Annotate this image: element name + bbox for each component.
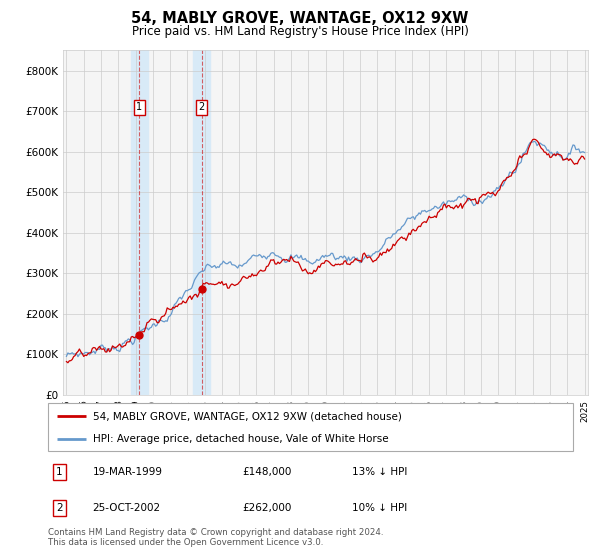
Text: Contains HM Land Registry data © Crown copyright and database right 2024.
This d: Contains HM Land Registry data © Crown c…	[48, 528, 383, 547]
Text: 25-OCT-2002: 25-OCT-2002	[92, 503, 161, 513]
Text: £262,000: £262,000	[242, 503, 292, 513]
Text: HPI: Average price, detached house, Vale of White Horse: HPI: Average price, detached house, Vale…	[92, 434, 388, 444]
Bar	[193, 50, 210, 395]
Bar	[131, 50, 148, 395]
Text: 54, MABLY GROVE, WANTAGE, OX12 9XW (detached house): 54, MABLY GROVE, WANTAGE, OX12 9XW (deta…	[92, 411, 401, 421]
Text: 10% ↓ HPI: 10% ↓ HPI	[353, 503, 408, 513]
Text: 54, MABLY GROVE, WANTAGE, OX12 9XW: 54, MABLY GROVE, WANTAGE, OX12 9XW	[131, 11, 469, 26]
Text: 1: 1	[136, 102, 142, 112]
Text: 2: 2	[199, 102, 205, 112]
Text: 2: 2	[56, 503, 63, 513]
Text: £148,000: £148,000	[242, 467, 292, 477]
Text: 13% ↓ HPI: 13% ↓ HPI	[353, 467, 408, 477]
Text: Price paid vs. HM Land Registry's House Price Index (HPI): Price paid vs. HM Land Registry's House …	[131, 25, 469, 38]
Text: 19-MAR-1999: 19-MAR-1999	[92, 467, 163, 477]
Text: 1: 1	[56, 467, 63, 477]
FancyBboxPatch shape	[48, 403, 573, 451]
